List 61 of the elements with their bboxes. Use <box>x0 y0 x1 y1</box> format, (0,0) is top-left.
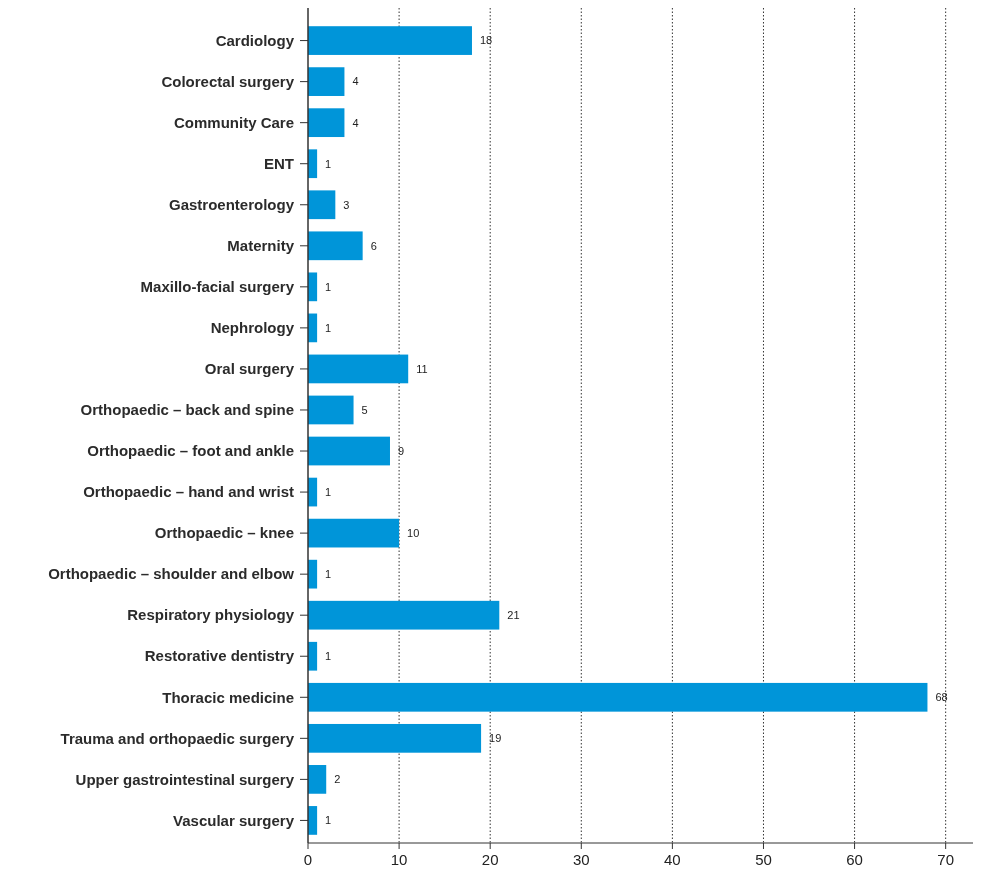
bar <box>308 600 500 630</box>
x-tick-label: 10 <box>390 851 408 868</box>
data-label: 5 <box>361 403 368 416</box>
bar <box>308 26 472 55</box>
data-label: 1 <box>325 157 332 170</box>
y-tick-label: Thoracic medicine <box>162 688 294 706</box>
x-tick-label: 40 <box>664 851 681 868</box>
data-label: 18 <box>479 34 493 47</box>
y-tick-label: Colorectal surgery <box>161 72 295 90</box>
bar <box>308 765 327 794</box>
data-label: 4 <box>352 75 359 88</box>
data-label: 3 <box>343 198 350 211</box>
bar <box>308 682 928 712</box>
bar <box>308 395 354 425</box>
data-label: 68 <box>935 691 948 704</box>
y-tick-label: Respiratory physiology <box>127 606 295 624</box>
data-label: 21 <box>507 609 520 622</box>
bar <box>308 518 400 548</box>
y-tick-label: Cardiology <box>215 31 295 49</box>
bar <box>308 67 345 96</box>
x-tick-label: 30 <box>572 851 590 868</box>
y-tick-label: Nephrology <box>210 319 295 337</box>
y-tick-label: Orthopaedic – knee <box>154 524 294 542</box>
data-label: 1 <box>325 321 332 334</box>
y-tick-label: Orthopaedic – foot and ankle <box>87 442 294 460</box>
data-label: 1 <box>325 568 332 581</box>
x-tick-label: 50 <box>755 851 772 868</box>
y-tick-label: Maternity <box>227 237 295 255</box>
y-tick-label: Orthopaedic – shoulder and elbow <box>48 565 295 583</box>
y-tick-label: Maxillo-facial surgery <box>140 278 295 296</box>
data-label: 11 <box>416 362 428 375</box>
x-tick-label: 20 <box>481 851 499 868</box>
y-tick-label: ENT <box>264 154 294 172</box>
y-tick-label: Restorative dentistry <box>144 647 295 665</box>
y-tick-label: Upper gastrointestinal surgery <box>75 770 295 788</box>
x-tick-label: 0 <box>303 851 313 868</box>
bar <box>308 108 345 138</box>
data-label: 10 <box>407 526 420 539</box>
data-label: 1 <box>325 280 332 293</box>
y-tick-label: Oral surgery <box>204 360 295 378</box>
bar <box>308 723 482 753</box>
y-tick-label: Gastroenterology <box>168 196 295 213</box>
data-label: 2 <box>334 773 341 786</box>
y-tick-label: Orthopaedic – back and spine <box>80 401 294 419</box>
bar <box>308 190 336 220</box>
data-label: 1 <box>325 650 332 663</box>
data-label: 4 <box>352 116 359 129</box>
data-label: 1 <box>325 814 332 827</box>
y-tick-label: Trauma and orthopaedic surgery <box>60 729 295 747</box>
y-tick-label: Community Care <box>173 113 294 131</box>
data-label: 9 <box>397 444 405 457</box>
x-tick-label: 70 <box>937 851 955 868</box>
data-label: 6 <box>370 239 377 252</box>
y-tick-label: Vascular surgery <box>173 811 295 829</box>
data-label: 1 <box>325 485 332 498</box>
x-tick-label: 60 <box>846 851 863 868</box>
y-tick-label: Orthopaedic – hand and wrist <box>83 483 294 501</box>
bar <box>308 231 363 261</box>
bar <box>308 436 390 466</box>
bar <box>308 354 409 384</box>
data-label: 19 <box>489 732 502 745</box>
